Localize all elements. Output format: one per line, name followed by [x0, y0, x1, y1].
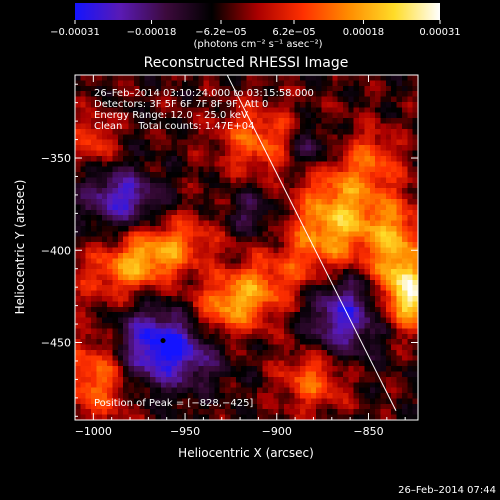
observation-info: 26–Feb–2014 03:10:24.000 to 03:15:58.000… [94, 88, 314, 132]
info-line-time: 26–Feb–2014 03:10:24.000 to 03:15:58.000 [94, 88, 314, 99]
peak-position-label: Position of Peak = [−828,−425] [94, 398, 253, 409]
heatmap-image [75, 75, 418, 420]
plot-area: 26–Feb–2014 03:10:24.000 to 03:15:58.000… [41, 74, 419, 438]
y-tick-label: −400 [41, 244, 71, 257]
colorbar-ticks: −0.00031 −0.00018 −6.2e−05 6.2e−05 0.00018 0.… [50, 20, 461, 38]
colorbar-bar [75, 3, 440, 20]
x-tick-label: −950 [170, 425, 200, 438]
colorbar-tick-label: −0.00018 [127, 27, 177, 38]
colorbar-tick-label: 0.00018 [343, 27, 384, 38]
solar-limb-line [226, 75, 397, 411]
plot-frame [74, 74, 419, 421]
chart-title: Reconstructed RHESSI Image [144, 55, 349, 71]
x-tick-label: −850 [353, 425, 383, 438]
y-axis-label: Heliocentric Y (arcsec) [13, 180, 27, 315]
minimum-marker [160, 338, 166, 344]
colorbar-unit-label: (photons cm⁻² s⁻¹ asec⁻²) [193, 39, 322, 50]
info-line-detectors: Detectors: 3F 5F 6F 7F 8F 9F, Att 0 [94, 99, 268, 110]
timestamp: 26–Feb–2014 07:44 [398, 485, 496, 496]
colorbar-tick-label: −6.2e−05 [195, 27, 247, 38]
colorbar-tick-label: −0.00031 [50, 27, 100, 38]
y-tick-label: −350 [41, 152, 71, 165]
x-axis-label: Heliocentric X (arcsec) [178, 446, 314, 460]
info-line-counts: Clean Total counts: 1.47E+04 [94, 121, 254, 132]
colorbar-tick-label: 6.2e−05 [272, 27, 315, 38]
axis-ticks: −1000 −950 −900 −850 −350 −400 −450 [41, 75, 418, 438]
y-tick-label: −450 [41, 337, 71, 350]
x-tick-label: −1000 [75, 425, 112, 438]
colorbar-tick-label: 0.00031 [419, 27, 460, 38]
info-line-energy: Energy Range: 12.0 – 25.0 keV [94, 110, 248, 121]
colorbar: −0.00031 −0.00018 −6.2e−05 6.2e−05 0.00018 0.… [50, 3, 461, 50]
x-tick-label: −900 [262, 425, 292, 438]
